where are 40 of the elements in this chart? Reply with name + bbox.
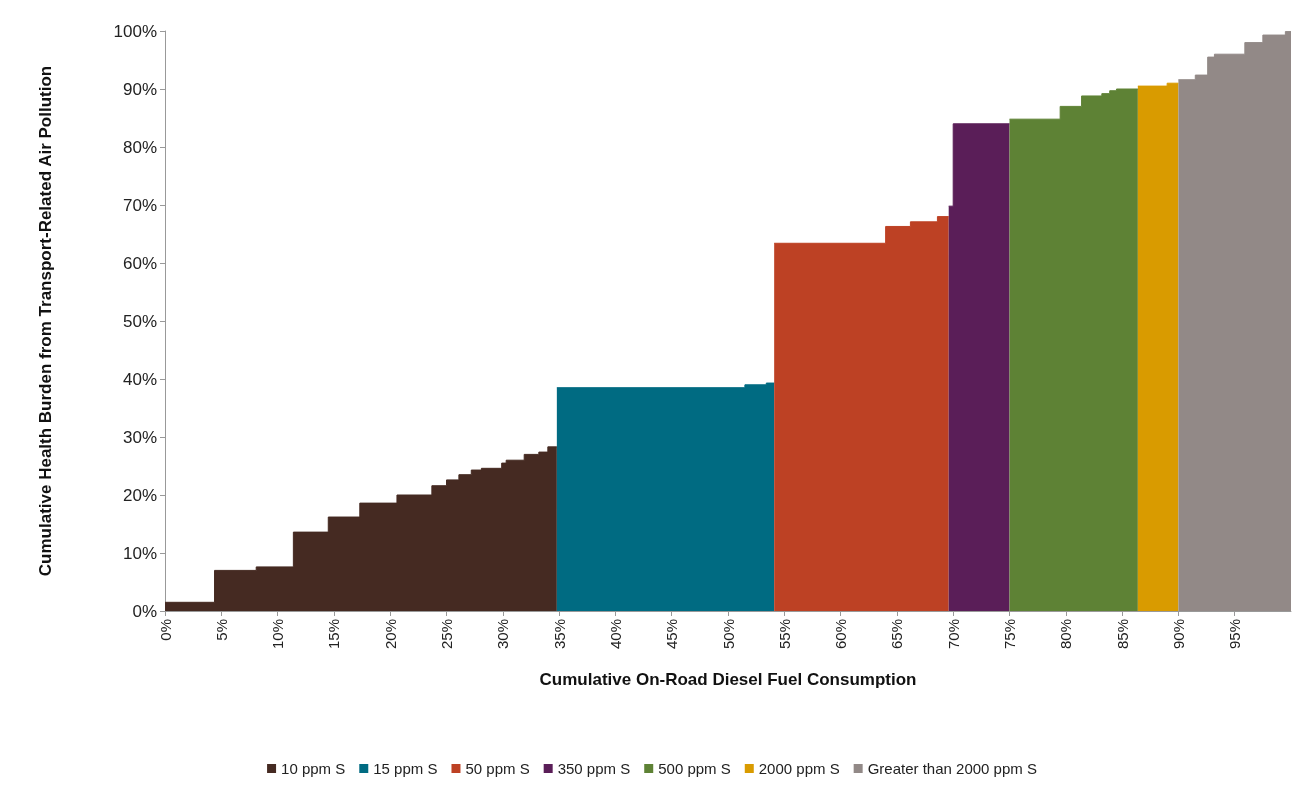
y-tick-label: 30% <box>122 427 157 447</box>
y-axis-title: Cumulative Health Burden from Transport-Related Air Pollution <box>35 65 55 577</box>
y-tick-label: 10% <box>122 543 157 563</box>
x-tick-label: 50% <box>719 619 737 650</box>
x-tick-label: 0% <box>156 619 174 641</box>
legend-label: Greater than 2000 ppm S <box>867 760 1037 777</box>
x-tick-label: 30% <box>494 619 512 650</box>
x-tick-label: 5% <box>212 619 230 641</box>
y-tick-label: 40% <box>122 369 157 389</box>
x-tick-label: 25% <box>438 619 455 650</box>
x-axis-title: Cumulative On-Road Diesel Fuel Consumption <box>539 670 917 689</box>
x-tick-label: 40% <box>606 619 624 650</box>
x-tick-label: 60% <box>832 619 850 650</box>
y-tick-label: 70% <box>122 195 157 215</box>
x-tick-label: 85% <box>1113 619 1131 650</box>
y-tick-label: 20% <box>122 485 157 505</box>
legend-label: 2000 ppm S <box>758 760 840 777</box>
x-tick-label: 35% <box>550 619 568 650</box>
x-tick-label: 95% <box>1226 619 1244 650</box>
legend-label: 350 ppm S <box>557 760 631 777</box>
y-tick-label: 90% <box>122 79 157 99</box>
x-tick-label: 20% <box>381 619 399 650</box>
x-tick-label: 65% <box>888 619 906 650</box>
legend-label: 50 ppm S <box>465 760 530 777</box>
y-tick-label: 80% <box>122 137 157 157</box>
x-tick-label: 55% <box>775 619 793 650</box>
y-tick-label: 60% <box>122 253 157 273</box>
x-tick-label: 75% <box>1001 619 1018 650</box>
y-tick-label: 0% <box>132 601 157 621</box>
x-tick-label: 90% <box>1169 619 1187 650</box>
legend-label: 15 ppm S <box>373 760 438 777</box>
legend-label: 500 ppm S <box>658 760 731 777</box>
y-tick-label: 50% <box>122 311 157 331</box>
legend-label: 10 ppm S <box>281 760 346 777</box>
x-tick-label: 80% <box>1057 619 1075 650</box>
x-tick-label: 15% <box>325 619 343 650</box>
x-tick-label: 45% <box>663 619 681 650</box>
x-tick-label: 70% <box>944 619 962 650</box>
x-tick-label: 10% <box>269 619 287 650</box>
y-tick-label: 100% <box>113 21 157 41</box>
